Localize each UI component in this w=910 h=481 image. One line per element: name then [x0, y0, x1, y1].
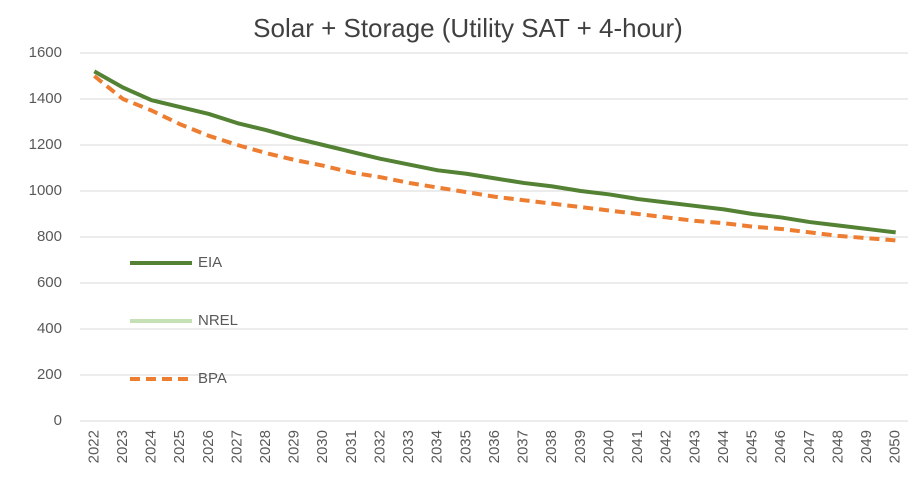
- y-tick-label: 800: [37, 228, 62, 245]
- series-line: [93, 69, 896, 235]
- y-tick-label: 200: [37, 366, 62, 383]
- y-tick-label: 1400: [29, 90, 62, 107]
- x-tick-label: 2034: [429, 430, 446, 463]
- x-tick-label: 2047: [801, 430, 818, 463]
- x-tick-label: 2027: [228, 430, 245, 463]
- x-tick-label: 2045: [744, 430, 761, 463]
- x-tick-label: 2024: [143, 430, 160, 463]
- y-tick-label: 1200: [29, 136, 62, 153]
- x-tick-label: 2032: [371, 430, 388, 463]
- series-line: [93, 74, 896, 243]
- y-tick-label: 1000: [29, 182, 62, 199]
- legend-label: BPA: [198, 370, 227, 387]
- x-tick-label: 2025: [171, 430, 188, 463]
- x-tick-label: 2038: [543, 430, 560, 463]
- y-tick-label: 0: [54, 412, 62, 429]
- x-tick-label: 2022: [85, 430, 102, 463]
- x-tick-label: 2048: [829, 430, 846, 463]
- x-tick-label: 2037: [515, 430, 532, 463]
- x-tick-label: 2040: [600, 430, 617, 463]
- legend-label: EIA: [198, 254, 222, 271]
- x-tick-label: 2033: [400, 430, 417, 463]
- x-tick-label: 2039: [572, 430, 589, 463]
- y-tick-label: 600: [37, 274, 62, 291]
- x-tick-label: 2035: [457, 430, 474, 463]
- x-tick-label: 2026: [200, 430, 217, 463]
- x-tick-label: 2036: [486, 430, 503, 463]
- x-tick-label: 2031: [343, 430, 360, 463]
- x-tick-label: 2044: [715, 430, 732, 463]
- x-tick-label: 2050: [887, 430, 904, 463]
- x-tick-label: 2046: [772, 430, 789, 463]
- x-tick-label: 2030: [314, 430, 331, 463]
- y-tick-label: 400: [37, 320, 62, 337]
- x-tick-label: 2029: [286, 430, 303, 463]
- x-tick-label: 2049: [858, 430, 875, 463]
- x-tick-label: 2042: [658, 430, 675, 463]
- x-tick-label: 2023: [114, 430, 131, 463]
- x-tick-label: 2043: [686, 430, 703, 463]
- legend-label: NREL: [198, 312, 238, 329]
- x-tick-label: 2041: [629, 430, 646, 463]
- x-tick-label: 2028: [257, 430, 274, 463]
- y-tick-label: 1600: [29, 44, 62, 61]
- chart-title: Solar + Storage (Utility SAT + 4-hour): [253, 13, 683, 43]
